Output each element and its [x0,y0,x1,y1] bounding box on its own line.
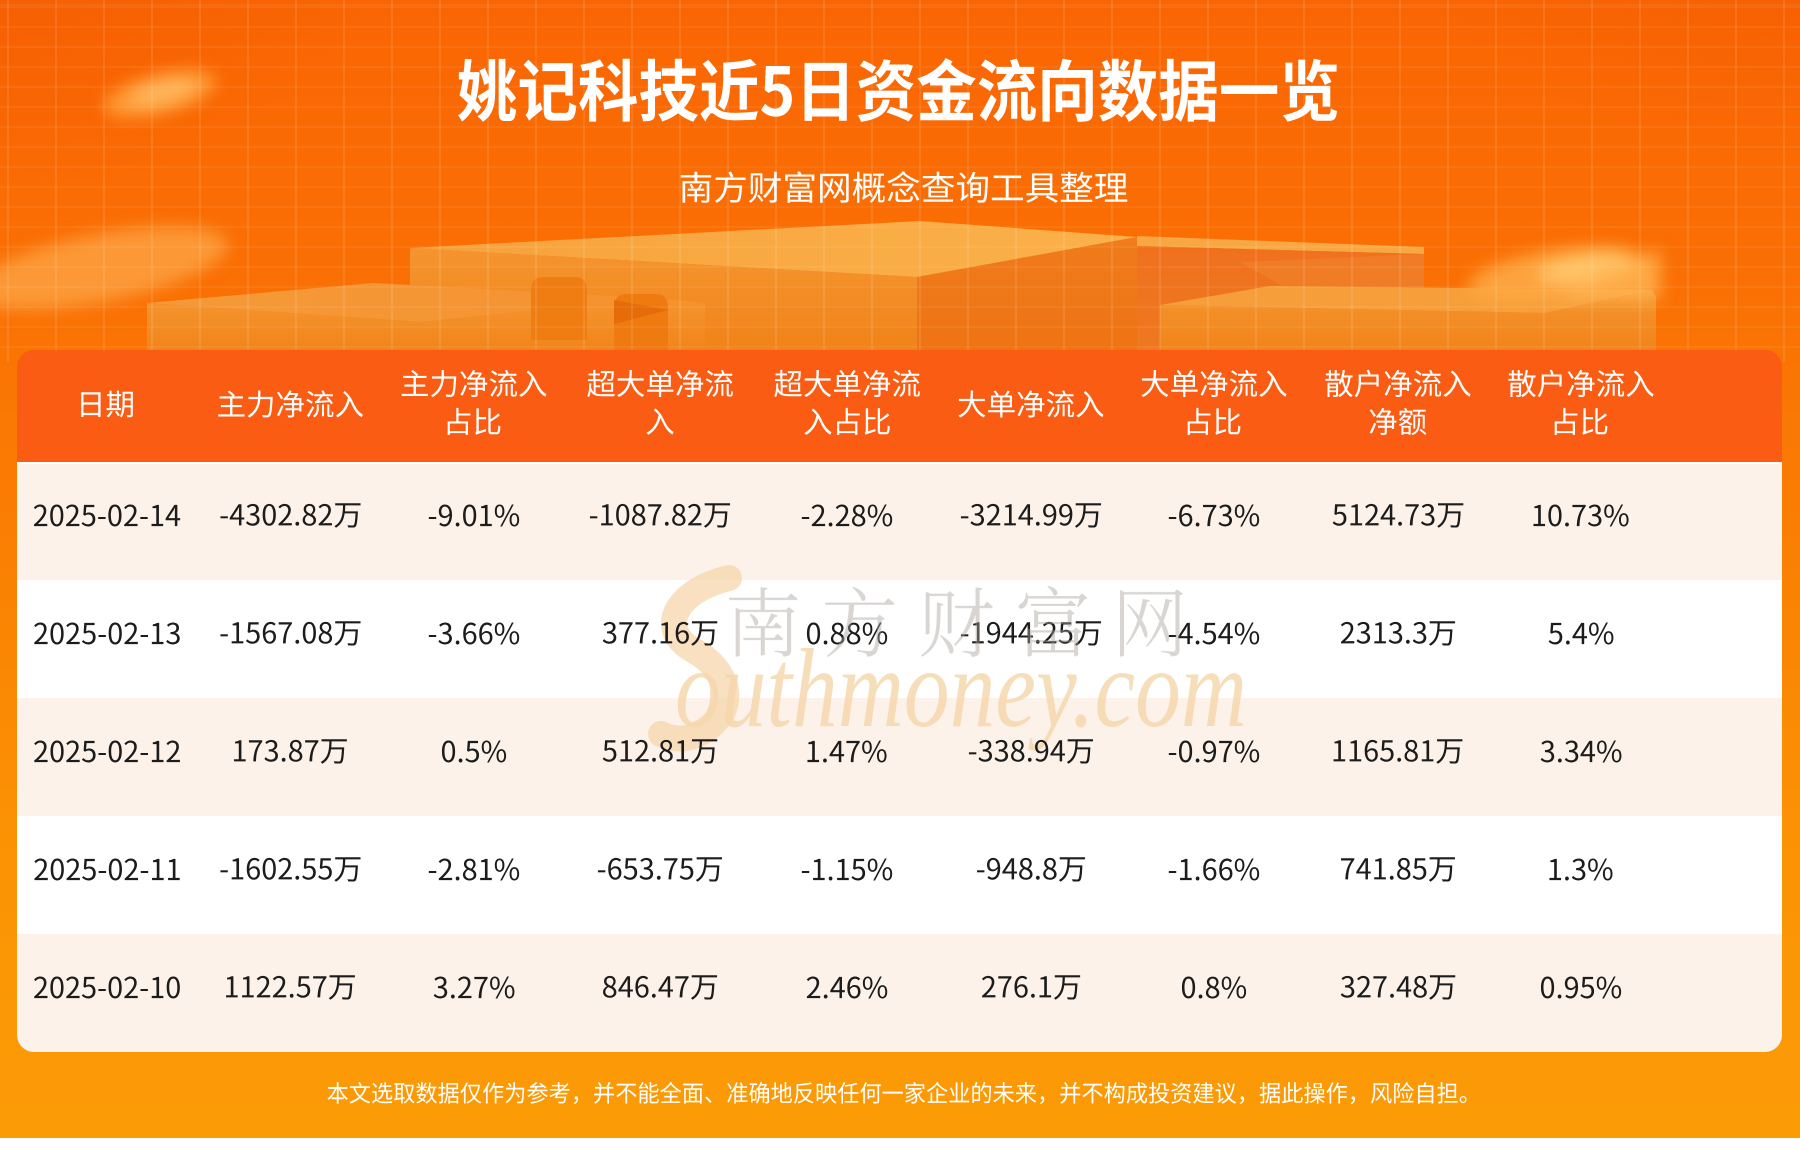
svg-text:outhmoney.com: outhmoney.com [675,627,1247,751]
